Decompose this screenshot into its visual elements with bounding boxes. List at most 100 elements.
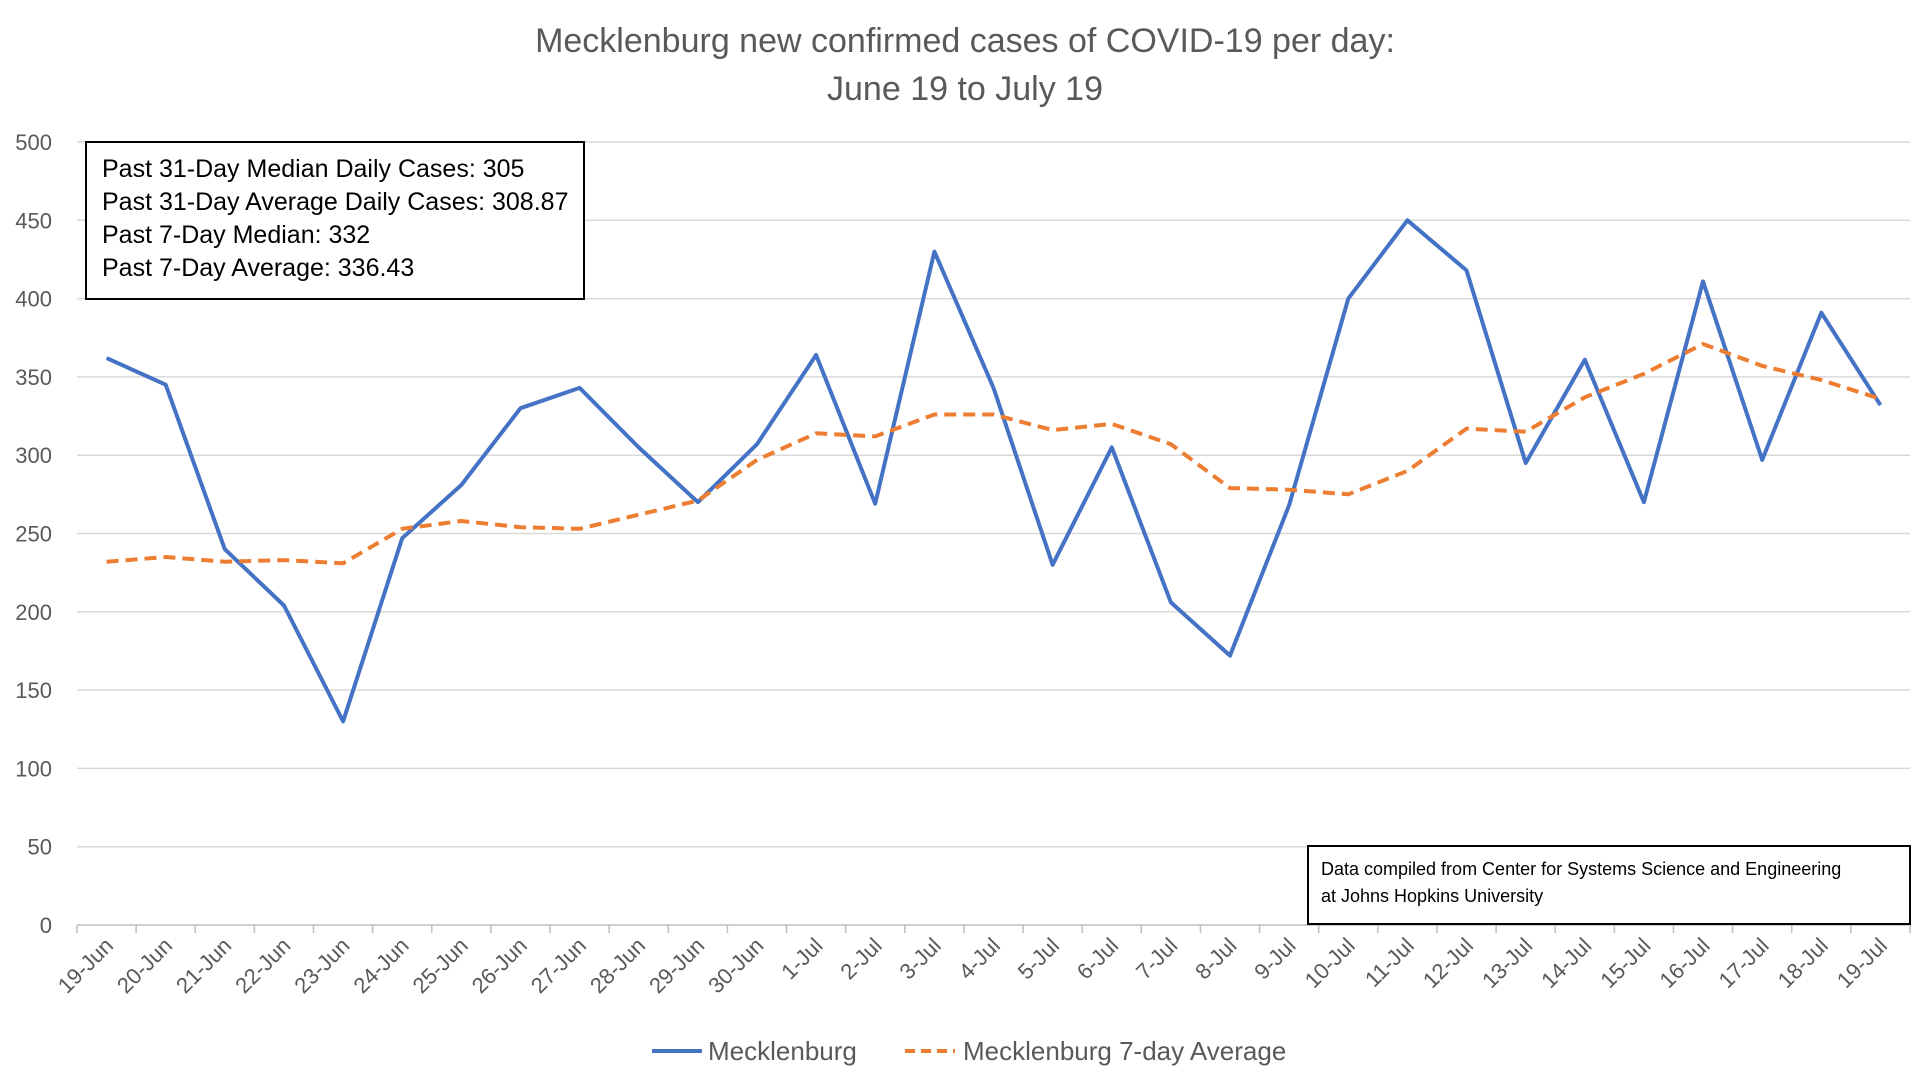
data-point bbox=[637, 445, 641, 449]
x-tick-label: 14-Jul bbox=[1536, 933, 1596, 993]
data-point bbox=[400, 536, 404, 540]
data-point bbox=[1583, 395, 1587, 399]
y-tick-label: 150 bbox=[15, 678, 52, 703]
x-tick-label: 12-Jul bbox=[1418, 933, 1478, 993]
data-point bbox=[1878, 397, 1882, 401]
chart-subtitle: June 19 to July 19 bbox=[827, 70, 1103, 108]
data-point bbox=[1701, 279, 1705, 283]
data-point bbox=[1346, 297, 1350, 301]
data-point bbox=[164, 383, 168, 387]
data-point bbox=[696, 499, 700, 503]
data-point bbox=[1524, 461, 1528, 465]
data-point bbox=[932, 250, 936, 254]
data-point bbox=[1760, 458, 1764, 462]
x-tick-label: 27-Jun bbox=[526, 933, 591, 998]
data-point bbox=[1642, 372, 1646, 376]
data-point bbox=[341, 719, 345, 723]
x-tick-label: 4-Jul bbox=[954, 933, 1005, 984]
x-tick-label: 6-Jul bbox=[1072, 933, 1123, 984]
x-tick-label: 25-Jun bbox=[408, 933, 473, 998]
data-point bbox=[223, 547, 227, 551]
data-point bbox=[1169, 600, 1173, 604]
data-point bbox=[1110, 445, 1114, 449]
data-point bbox=[755, 442, 759, 446]
data-point bbox=[755, 458, 759, 462]
legend-label-7day-average: Mecklenburg 7-day Average bbox=[963, 1036, 1286, 1066]
data-point bbox=[1465, 427, 1469, 431]
data-point bbox=[459, 483, 463, 487]
source-line-1: Data compiled from Center for Systems Sc… bbox=[1321, 859, 1841, 879]
y-tick-label: 50 bbox=[28, 835, 52, 860]
data-point bbox=[873, 434, 877, 438]
stat-7day-average: Past 7-Day Average: 336.43 bbox=[102, 254, 414, 282]
data-point bbox=[1287, 503, 1291, 507]
data-point bbox=[105, 356, 109, 360]
data-point bbox=[1465, 268, 1469, 272]
data-point bbox=[1524, 430, 1528, 434]
stat-7day-median: Past 7-Day Median: 332 bbox=[102, 221, 370, 249]
data-point bbox=[1405, 469, 1409, 473]
data-point bbox=[1701, 342, 1705, 346]
data-point bbox=[814, 431, 818, 435]
data-point bbox=[105, 560, 109, 564]
data-point bbox=[1878, 403, 1882, 407]
data-point bbox=[1051, 563, 1055, 567]
data-point bbox=[518, 525, 522, 529]
x-tick-label: 10-Jul bbox=[1300, 933, 1360, 993]
data-point bbox=[637, 513, 641, 517]
y-tick-label: 400 bbox=[15, 287, 52, 312]
x-tick-label: 23-Jun bbox=[289, 933, 354, 998]
x-tick-label: 13-Jul bbox=[1477, 933, 1537, 993]
data-point bbox=[873, 502, 877, 506]
data-point bbox=[814, 353, 818, 357]
source-box: Data compiled from Center for Systems Sc… bbox=[1307, 845, 1911, 925]
x-tick-label: 15-Jul bbox=[1595, 933, 1655, 993]
data-point bbox=[1110, 422, 1114, 426]
x-axis: 19-Jun20-Jun21-Jun22-Jun23-Jun24-Jun25-J… bbox=[53, 925, 1911, 998]
data-point bbox=[1169, 442, 1173, 446]
data-point bbox=[1642, 500, 1646, 504]
data-point bbox=[1346, 492, 1350, 496]
source-line-2: at Johns Hopkins University bbox=[1321, 886, 1543, 906]
x-tick-label: 16-Jul bbox=[1655, 933, 1715, 993]
data-point bbox=[1228, 486, 1232, 490]
y-tick-label: 200 bbox=[15, 600, 52, 625]
data-point bbox=[992, 412, 996, 416]
stat-31day-average: Past 31-Day Average Daily Cases: 308.87 bbox=[102, 188, 568, 216]
x-tick-label: 21-Jun bbox=[171, 933, 236, 998]
data-point bbox=[1760, 364, 1764, 368]
x-tick-label: 26-Jun bbox=[467, 933, 532, 998]
y-tick-label: 450 bbox=[15, 208, 52, 233]
series-line-mecklenburg bbox=[105, 218, 1883, 724]
data-point bbox=[223, 560, 227, 564]
x-tick-label: 29-Jun bbox=[644, 933, 709, 998]
y-tick-label: 0 bbox=[40, 913, 52, 938]
chart-title: Mecklenburg new confirmed cases of COVID… bbox=[535, 22, 1395, 60]
x-tick-label: 3-Jul bbox=[895, 933, 946, 984]
data-point bbox=[1405, 218, 1409, 222]
data-point bbox=[518, 406, 522, 410]
y-tick-label: 350 bbox=[15, 365, 52, 390]
data-point bbox=[1287, 488, 1291, 492]
x-tick-label: 30-Jun bbox=[703, 933, 768, 998]
x-tick-label: 7-Jul bbox=[1131, 933, 1182, 984]
stats-box: Past 31-Day Median Daily Cases: 305 Past… bbox=[85, 141, 585, 300]
y-tick-label: 250 bbox=[15, 522, 52, 547]
legend-label-mecklenburg: Mecklenburg bbox=[708, 1036, 857, 1066]
data-point bbox=[400, 527, 404, 531]
data-point bbox=[932, 412, 936, 416]
source-box-border bbox=[1307, 845, 1911, 925]
y-tick-label: 500 bbox=[15, 130, 52, 155]
data-point bbox=[459, 519, 463, 523]
x-tick-label: 8-Jul bbox=[1190, 933, 1241, 984]
x-tick-label: 1-Jul bbox=[776, 933, 827, 984]
x-tick-label: 24-Jun bbox=[348, 933, 413, 998]
stat-31day-median: Past 31-Day Median Daily Cases: 305 bbox=[102, 155, 524, 183]
y-tick-label: 100 bbox=[15, 756, 52, 781]
x-tick-label: 17-Jul bbox=[1714, 933, 1774, 993]
x-tick-label: 22-Jun bbox=[230, 933, 295, 998]
data-point bbox=[341, 561, 345, 565]
x-tick-label: 11-Jul bbox=[1360, 933, 1419, 992]
data-point bbox=[1819, 378, 1823, 382]
